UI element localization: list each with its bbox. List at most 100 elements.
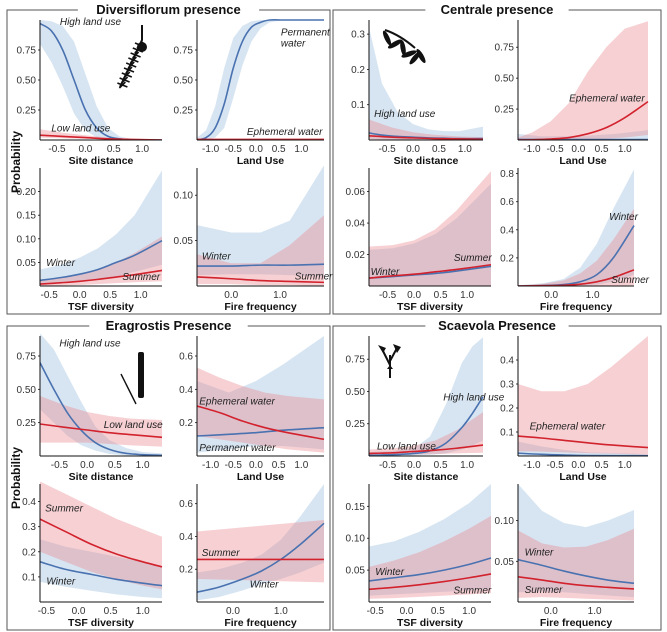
- y-tick-label: 0.1: [500, 428, 514, 439]
- flower-shape: [393, 344, 401, 353]
- x-tick-label: 1.0: [460, 460, 474, 471]
- series-line-ephemeral-water: [518, 435, 649, 449]
- y-tick-label: 0.25: [17, 418, 37, 429]
- leaf-shape: [400, 40, 406, 56]
- series-annotation: Summer: [295, 272, 333, 283]
- series-line-winter: [40, 561, 163, 587]
- x-axis-label: Fire frequency: [224, 301, 297, 313]
- plot-area: [518, 484, 635, 601]
- x-tick-label: 1.0: [462, 606, 476, 617]
- series-annotation: Winter: [525, 548, 554, 559]
- twig-shape: [384, 29, 416, 49]
- x-tick-label: 1.0: [294, 144, 308, 155]
- series-line-summer: [40, 518, 163, 568]
- confidence-band-winter: [369, 183, 491, 286]
- x-tick-label: 1.0: [135, 144, 149, 155]
- confidence-band-winter: [518, 169, 634, 286]
- y-tick-label: 0.75: [17, 352, 37, 363]
- confidence-band-summer: [40, 236, 162, 286]
- plot-area: [40, 20, 163, 140]
- x-axis-label: Site distance: [69, 471, 134, 483]
- series-annotation: Low land use: [51, 124, 110, 135]
- series-annotation: Ephemeral water: [199, 396, 275, 407]
- x-tick-label: 0.0: [571, 460, 585, 471]
- x-tick-label: 0.0: [78, 144, 92, 155]
- x-tick-label: 0.5: [103, 290, 117, 301]
- subplot-land-use: 0.25 0.50 0.75 -1.0 -0.5 0.0 0.5 1.0 Land Use Per…: [174, 19, 331, 167]
- series-annotation: Ephemeral water: [530, 422, 606, 433]
- y-tick-label: 0.15: [346, 502, 366, 513]
- x-tick-label: 1.0: [273, 290, 287, 301]
- confidence-band-summer: [518, 528, 634, 601]
- leaf-shape: [387, 39, 403, 49]
- x-tick-label: 1.0: [618, 460, 632, 471]
- x-tick-label: 1.0: [586, 290, 600, 301]
- plot-area: [369, 27, 484, 140]
- flower-shape: [378, 345, 386, 353]
- confidence-band-high-land-use: [369, 27, 483, 140]
- series-annotation: Summer: [453, 586, 491, 597]
- series-annotation: Winter: [375, 567, 404, 578]
- y-tick-label: 0.1: [351, 100, 365, 111]
- x-axis-label: Land Use: [559, 155, 606, 167]
- confidence-band-summer: [369, 171, 491, 286]
- series-line-permanent-water: [197, 19, 324, 140]
- x-axis-label: Site distance: [394, 155, 459, 167]
- confidence-band-ephemeral-water: [518, 336, 648, 455]
- x-tick-label: 0.5: [431, 606, 445, 617]
- y-tick-label: 0.04: [346, 219, 366, 230]
- x-tick-label: 0.0: [249, 144, 263, 155]
- confidence-band-low-land-use: [369, 412, 483, 456]
- y-tick-label: 0.2: [351, 65, 365, 76]
- series-line-winter: [518, 558, 635, 585]
- series-annotation: Winter: [202, 252, 231, 263]
- y-tick-label: 0.2: [500, 253, 514, 264]
- x-tick-label: -0.5: [379, 460, 397, 471]
- y-axis-label: Probability: [9, 447, 23, 509]
- plant-silhouette-eragrostis-icon: [120, 352, 144, 405]
- series-line-low-land-use: [369, 134, 484, 140]
- x-axis-label: TSF diversity: [397, 301, 463, 313]
- confidence-band-permanent-water: [518, 130, 648, 140]
- series-annotation: Winter: [609, 212, 638, 223]
- confidence-band-summer: [40, 482, 162, 590]
- y-tick-label: 0.6: [500, 197, 514, 208]
- x-tick-label: 0.0: [407, 460, 421, 471]
- group-title: Diversiflorum presence: [96, 2, 241, 17]
- plot-area: [40, 170, 163, 286]
- series-annotation: Low land use: [104, 420, 163, 431]
- x-tick-label: 1.0: [458, 144, 472, 155]
- y-tick-label: 0.25: [17, 106, 37, 117]
- x-tick-label: -1.0: [523, 144, 541, 155]
- leaf-shape: [125, 61, 137, 69]
- plant-silhouette-scaevola-icon: [378, 344, 401, 378]
- x-tick-label: 0.5: [108, 460, 122, 471]
- x-tick-label: 0.5: [432, 144, 446, 155]
- x-tick-label: -0.5: [547, 144, 565, 155]
- x-axis-label: TSF diversity: [397, 617, 463, 629]
- x-tick-label: -1.0: [202, 144, 220, 155]
- confidence-band-winter: [369, 484, 491, 596]
- series-annotation: Summer: [45, 504, 83, 515]
- series-annotation: Ephemeral water: [569, 94, 645, 105]
- y-tick-label: 0.75: [17, 46, 37, 57]
- y-tick-label: 0.6: [179, 352, 193, 363]
- confidence-band-summer: [197, 215, 324, 286]
- confidence-band-summer: [197, 520, 324, 583]
- series-annotation: High land use: [374, 109, 436, 120]
- x-tick-label: -1.0: [202, 460, 220, 471]
- series-line-winter: [197, 263, 325, 267]
- plot-area: [518, 336, 649, 456]
- x-tick-label: 0.5: [434, 290, 448, 301]
- y-tick-label: 0.50: [17, 76, 37, 87]
- group-title: Eragrostis Presence: [106, 318, 232, 333]
- series-annotation: Summer: [202, 548, 240, 559]
- y-axis-label: Probability: [9, 131, 23, 193]
- x-tick-label: 0.0: [80, 460, 94, 471]
- x-tick-label: -0.5: [547, 460, 565, 471]
